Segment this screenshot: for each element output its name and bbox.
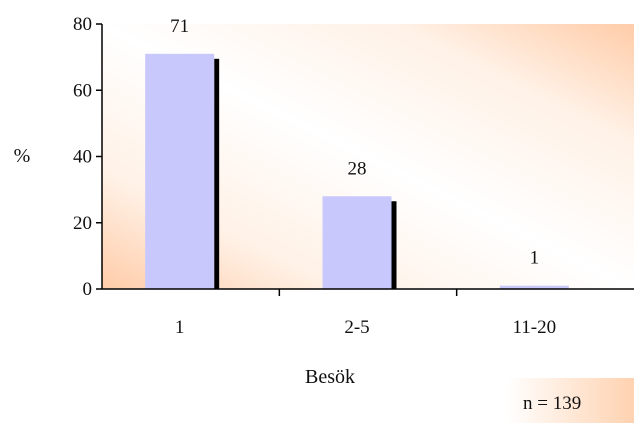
bar-value-label: 71 bbox=[170, 16, 189, 37]
x-tick-label: 2-5 bbox=[344, 317, 369, 338]
y-tick-label: 40 bbox=[73, 147, 92, 168]
bars bbox=[145, 53, 569, 289]
x-axis-title: Besök bbox=[305, 366, 355, 388]
x-tick-label: 11-20 bbox=[513, 317, 557, 338]
sample-size-box bbox=[506, 378, 634, 423]
sample-size-note: n = 139 bbox=[506, 378, 634, 423]
bar-shadow bbox=[214, 58, 220, 289]
y-tick-label: 60 bbox=[73, 80, 92, 101]
bar-shadow bbox=[391, 201, 397, 289]
y-tick-label: 20 bbox=[73, 213, 92, 234]
data-labels: 71 28 1 bbox=[170, 16, 539, 269]
y-tick-label: 0 bbox=[83, 279, 93, 300]
bar bbox=[145, 53, 215, 289]
sample-size-text: n = 139 bbox=[523, 393, 581, 414]
x-axis-ticks: 1 2-5 11-20 bbox=[175, 289, 556, 338]
bar-value-label: 1 bbox=[530, 248, 540, 269]
x-tick-label: 1 bbox=[175, 317, 185, 338]
bar-value-label: 28 bbox=[348, 158, 367, 179]
y-tick-label: 80 bbox=[73, 14, 92, 35]
y-axis-title: % bbox=[14, 145, 31, 167]
bar bbox=[322, 196, 392, 289]
y-axis-ticks: 0 20 40 60 80 bbox=[73, 14, 102, 300]
bar bbox=[499, 285, 569, 289]
